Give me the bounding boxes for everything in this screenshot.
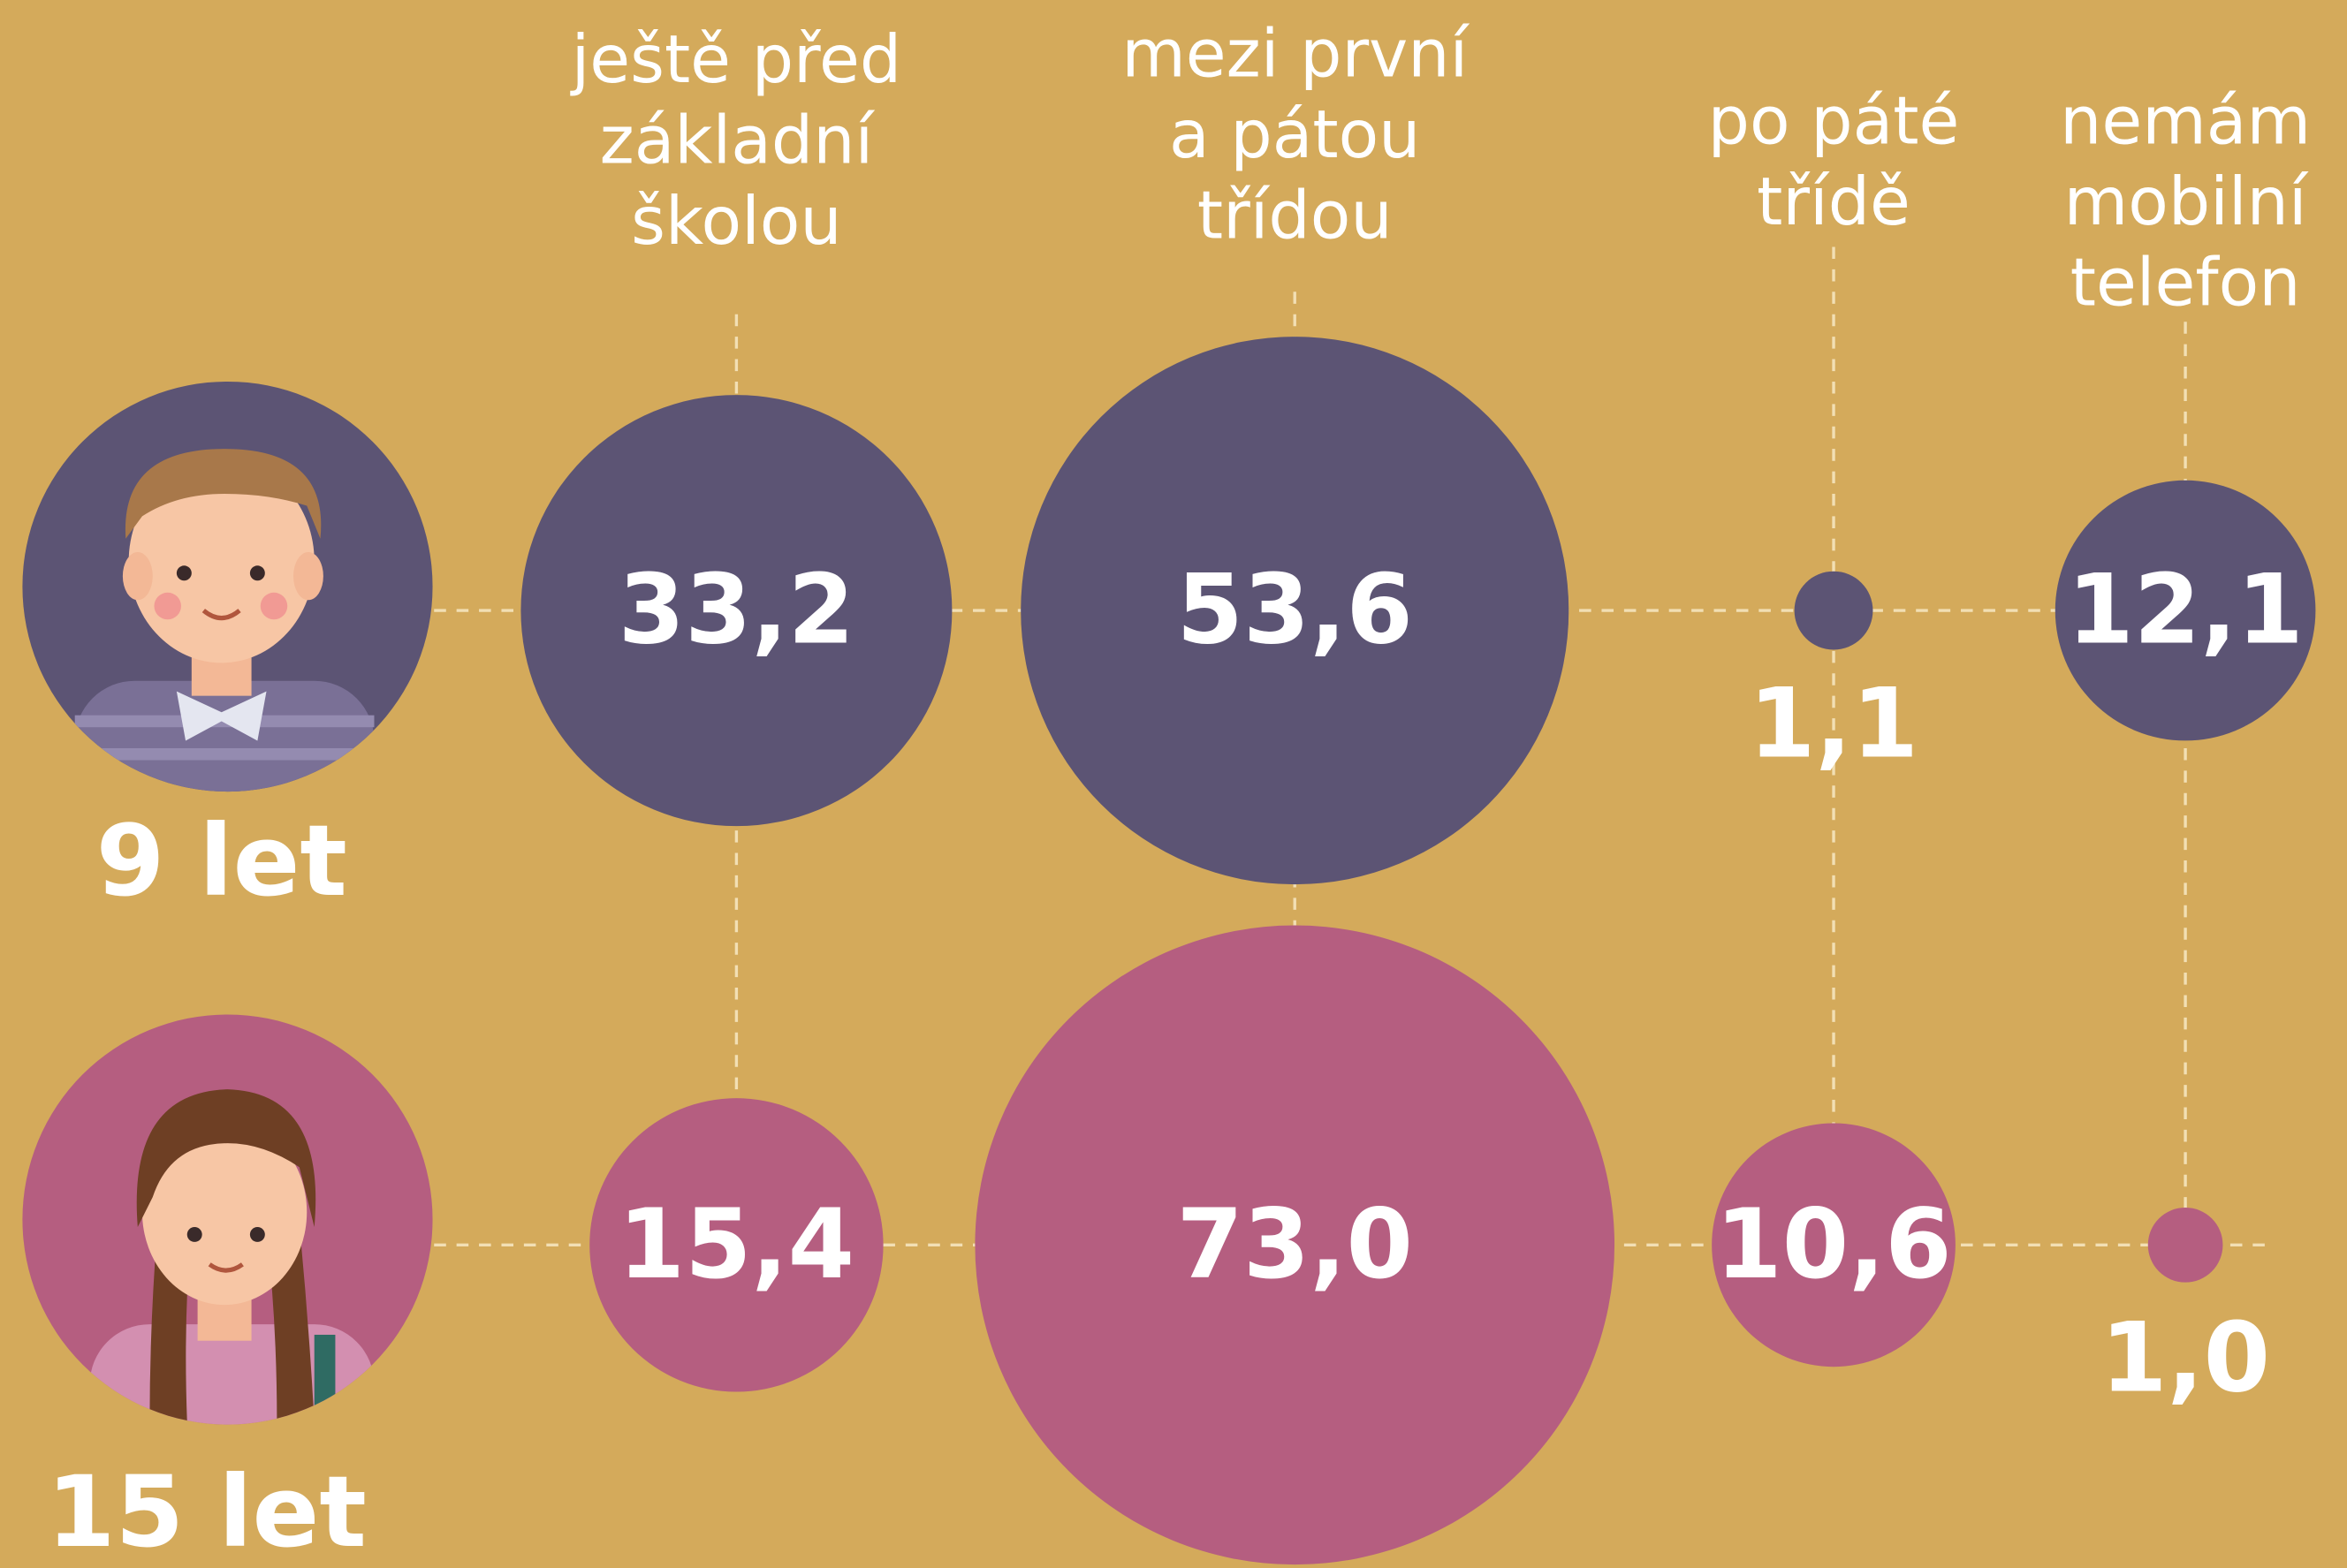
bubble bbox=[1795, 572, 1873, 650]
category-label: mezi první a pátou třídou bbox=[1070, 15, 1519, 257]
avatar-boy bbox=[22, 382, 432, 815]
value-label: 10,6 bbox=[1715, 1188, 1951, 1300]
value-label: 1,1 bbox=[1749, 667, 1918, 779]
value-label: 33,2 bbox=[619, 554, 854, 666]
bubble bbox=[2148, 1208, 2223, 1283]
category-label: nemám mobilní telefon bbox=[1961, 82, 2347, 324]
value-label: 12,1 bbox=[2067, 554, 2303, 666]
row-label: 9 let bbox=[96, 804, 347, 919]
value-label: 73,0 bbox=[1177, 1188, 1413, 1300]
page: {"chart_data": {"type": "bubble", "categ… bbox=[0, 0, 2347, 1568]
value-label: 53,6 bbox=[1177, 554, 1413, 666]
avatar-girl bbox=[22, 1014, 432, 1458]
row-label: 15 let bbox=[47, 1455, 367, 1568]
category-label: ještě před základní školou bbox=[512, 21, 961, 263]
value-label: 15,4 bbox=[619, 1188, 854, 1300]
value-label: 1,0 bbox=[2100, 1302, 2270, 1414]
chart: 33,2 53,6 1,1 12,1 9 let 15,4 73,0 10,6 1,0 15 le… bbox=[0, 0, 2347, 1568]
